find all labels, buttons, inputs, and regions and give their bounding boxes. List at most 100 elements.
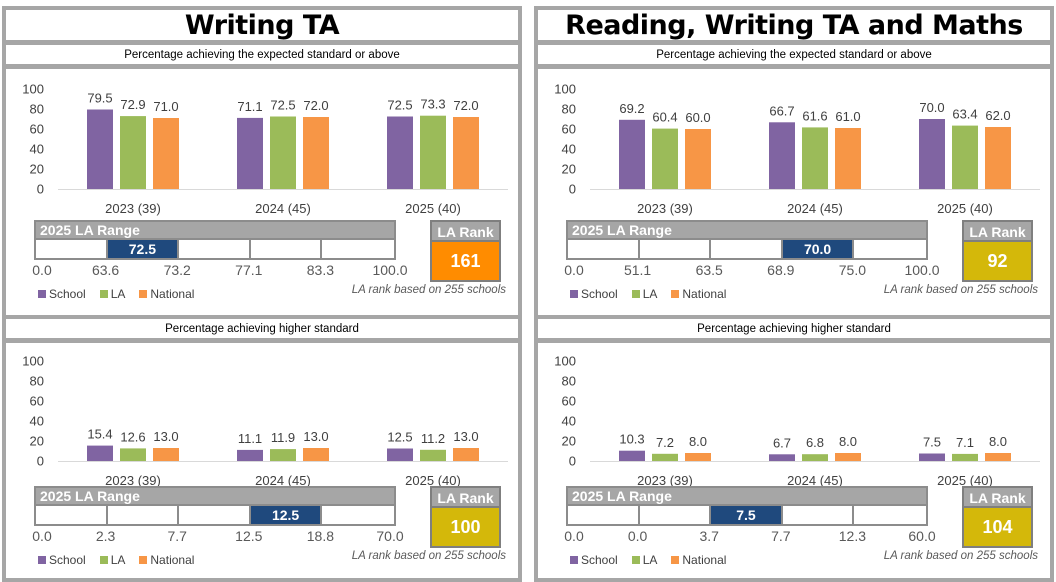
bar-national bbox=[453, 448, 479, 461]
x-category-label: 2024 (45) bbox=[787, 201, 843, 216]
data-label: 6.7 bbox=[773, 435, 791, 450]
la-rank-header: LA Rank bbox=[964, 222, 1031, 242]
la-range-bar: 70.0 bbox=[566, 240, 928, 260]
bar-school bbox=[87, 109, 113, 189]
legend-item-school: School bbox=[38, 287, 86, 301]
la-range-ticks: 0.0 63.6 73.2 77.1 83.3 100.0 bbox=[28, 262, 408, 280]
la-range-cell bbox=[854, 506, 926, 524]
legend-swatch-la bbox=[99, 556, 108, 564]
section-subtitle: Percentage achieving higher standard bbox=[2, 315, 522, 342]
la-range-tick-label: 51.1 bbox=[623, 262, 652, 278]
data-label: 72.0 bbox=[453, 98, 478, 113]
legend-label: School bbox=[581, 553, 618, 567]
x-category-label: 2024 (45) bbox=[787, 473, 843, 488]
legend-item-school: School bbox=[38, 553, 86, 567]
legend-item-national: National bbox=[671, 553, 726, 567]
section-higher: 0 20 40 60 80 100 15.4 12.6 13.0 2023 (39) 11.1 11.… bbox=[2, 339, 522, 582]
y-tick-label: 60 bbox=[30, 122, 44, 137]
y-tick-label: 0 bbox=[569, 182, 576, 197]
data-label: 7.1 bbox=[956, 435, 974, 450]
y-tick-label: 80 bbox=[562, 374, 576, 389]
la-range-school-cell: 7.5 bbox=[711, 506, 783, 524]
bar-national bbox=[685, 129, 711, 189]
bar-school bbox=[387, 116, 413, 189]
legend-item-la: LA bbox=[631, 287, 658, 301]
la-rank-value: 100 bbox=[432, 508, 499, 546]
data-label: 71.0 bbox=[153, 99, 178, 114]
la-range-tick-label: 7.7 bbox=[167, 528, 187, 544]
bar-school bbox=[87, 445, 113, 461]
data-label: 72.0 bbox=[303, 98, 328, 113]
legend-item-national: National bbox=[671, 287, 726, 301]
bar-national bbox=[835, 128, 861, 189]
panel-writing-ta: Writing TA Percentage achieving the expe… bbox=[2, 6, 522, 582]
la-range-tick-label: 75.0 bbox=[838, 262, 867, 278]
x-category-label: 2025 (40) bbox=[405, 473, 461, 488]
bar-national bbox=[985, 453, 1011, 461]
data-label: 61.0 bbox=[835, 109, 860, 124]
legend-item-national: National bbox=[139, 287, 194, 301]
la-range-cell bbox=[854, 240, 926, 258]
la-range-box: 2025 LA Range 7.5 0.0 0.0 3.7 7.7 12.3 60.0 bbox=[564, 486, 936, 544]
la-range-bar: 12.5 bbox=[34, 506, 396, 526]
bar-national bbox=[153, 118, 179, 189]
la-range-cell bbox=[711, 240, 783, 258]
chart-legend: School LA National bbox=[38, 287, 194, 301]
la-rank-box: LA Rank 100 bbox=[430, 486, 501, 548]
legend-label: National bbox=[682, 553, 727, 567]
la-rank-note: LA rank based on 255 schools bbox=[351, 550, 506, 562]
la-range-cell bbox=[568, 506, 640, 524]
y-tick-label: 100 bbox=[554, 82, 576, 97]
bar-la bbox=[120, 116, 146, 189]
legend-swatch-school bbox=[38, 556, 46, 564]
la-range-tick-label: 3.7 bbox=[699, 528, 719, 544]
legend-item-la: LA bbox=[99, 553, 126, 567]
la-rank-value: 104 bbox=[964, 508, 1031, 546]
data-label: 63.4 bbox=[952, 107, 977, 122]
la-range-ticks: 0.0 2.3 7.7 12.5 18.8 70.0 bbox=[28, 528, 408, 546]
bar-school bbox=[619, 119, 645, 189]
bar-school bbox=[769, 122, 795, 189]
data-label: 60.4 bbox=[652, 110, 677, 125]
section-higher: 0 20 40 60 80 100 10.3 7.2 8.0 2023 (39) 6.7 6.8 8.0… bbox=[534, 339, 1054, 582]
x-category-label: 2024 (45) bbox=[255, 201, 311, 216]
la-range-tick-label: 0.0 bbox=[564, 528, 584, 544]
panel-reading-writing-maths: Reading, Writing TA and Maths Percentage… bbox=[534, 6, 1054, 582]
legend-item-la: LA bbox=[631, 553, 658, 567]
data-label: 13.0 bbox=[303, 429, 328, 444]
y-tick-label: 20 bbox=[562, 434, 576, 449]
legend-label: National bbox=[150, 287, 195, 301]
legend-label: LA bbox=[110, 553, 126, 567]
la-range-box: 2025 LA Range 70.0 0.0 51.1 63.5 68.9 75.0 100.… bbox=[564, 220, 940, 278]
la-range-tick-label: 12.5 bbox=[235, 528, 263, 544]
bar-la bbox=[420, 115, 446, 189]
legend-label: LA bbox=[642, 287, 658, 301]
bar-school bbox=[919, 453, 945, 461]
bar-la bbox=[952, 125, 978, 189]
section-expected: 0 20 40 60 80 100 69.2 60.4 60.0 2023 (39) 66.7 61.… bbox=[534, 65, 1054, 319]
data-label: 72.9 bbox=[120, 97, 145, 112]
y-tick-label: 0 bbox=[569, 454, 576, 469]
y-tick-label: 40 bbox=[562, 414, 576, 429]
legend-label: LA bbox=[642, 553, 658, 567]
legend-swatch-school bbox=[38, 290, 46, 298]
bar-la bbox=[270, 116, 296, 189]
legend-label: LA bbox=[110, 287, 126, 301]
bar-chart: 0 20 40 60 80 100 10.3 7.2 8.0 2023 (39) 6.7 6.8 8.0… bbox=[554, 354, 1040, 488]
la-range-cell bbox=[783, 506, 855, 524]
bar-la bbox=[270, 449, 296, 461]
section-expected: 0 20 40 60 80 100 79.5 72.9 71.0 2023 (39) 71.1 72.… bbox=[2, 65, 522, 319]
la-range-bar: 72.5 bbox=[34, 240, 396, 260]
bar-school bbox=[769, 454, 795, 461]
data-label: 73.3 bbox=[420, 97, 445, 112]
panel-title-box: Reading, Writing TA and Maths bbox=[534, 6, 1054, 44]
data-label: 8.0 bbox=[689, 434, 707, 449]
la-rank-note: LA rank based on 255 schools bbox=[351, 284, 506, 296]
la-range-box: 2025 LA Range 72.5 0.0 63.6 73.2 77.1 83.3 100.… bbox=[32, 220, 408, 278]
bar-la bbox=[652, 128, 678, 189]
y-tick-label: 60 bbox=[30, 394, 44, 409]
legend-swatch-la bbox=[631, 556, 640, 564]
la-range-tick-label: 77.1 bbox=[235, 262, 263, 278]
y-tick-label: 80 bbox=[30, 102, 44, 117]
bar-la bbox=[802, 454, 828, 461]
